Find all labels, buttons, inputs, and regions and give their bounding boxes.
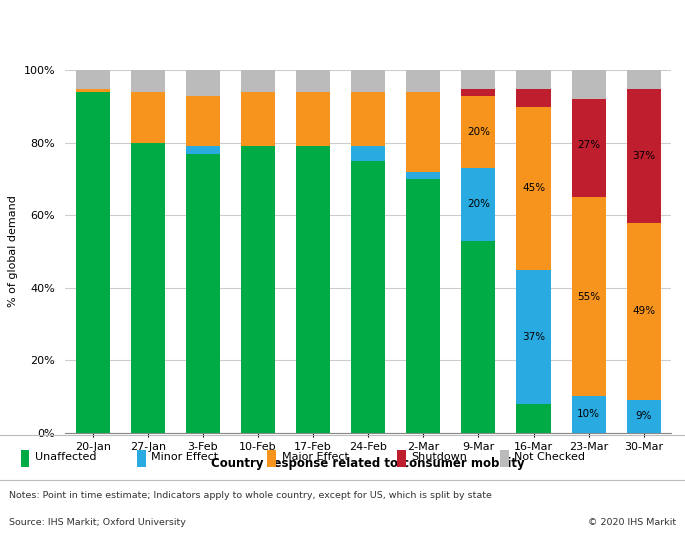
- Text: © 2020 IHS Markit: © 2020 IHS Markit: [588, 518, 676, 527]
- Text: 20%: 20%: [467, 199, 490, 209]
- Bar: [516, 88, 551, 107]
- Text: 37%: 37%: [632, 151, 656, 160]
- Text: 10%: 10%: [577, 409, 600, 420]
- Bar: [571, 396, 606, 433]
- FancyBboxPatch shape: [397, 450, 406, 467]
- Bar: [627, 88, 661, 223]
- Bar: [131, 143, 165, 433]
- Bar: [351, 92, 385, 146]
- X-axis label: Country response related to consumer mobility: Country response related to consumer mob…: [212, 457, 525, 470]
- Bar: [461, 241, 495, 433]
- Bar: [571, 197, 606, 396]
- Bar: [186, 146, 220, 154]
- Bar: [296, 146, 330, 433]
- Bar: [75, 92, 110, 433]
- Bar: [627, 400, 661, 433]
- Bar: [406, 179, 440, 433]
- Bar: [516, 70, 551, 88]
- FancyBboxPatch shape: [21, 450, 29, 467]
- Text: 37%: 37%: [522, 332, 545, 341]
- Bar: [627, 70, 661, 88]
- Bar: [516, 404, 551, 433]
- Bar: [571, 70, 606, 99]
- Text: Notes: Point in time estimate; Indicators apply to whole country, except for US,: Notes: Point in time estimate; Indicator…: [9, 491, 492, 500]
- Bar: [75, 88, 110, 92]
- Text: 9%: 9%: [636, 411, 652, 421]
- Bar: [241, 146, 275, 433]
- Text: Global gasoline demand by coronavirus containment status in % of
global demand: Global gasoline demand by coronavirus co…: [9, 18, 512, 49]
- Bar: [351, 161, 385, 433]
- Bar: [406, 70, 440, 92]
- Bar: [461, 70, 495, 88]
- Text: Unaffected: Unaffected: [35, 453, 97, 462]
- Bar: [516, 107, 551, 269]
- Text: 20%: 20%: [467, 127, 490, 137]
- Bar: [186, 96, 220, 146]
- Bar: [461, 88, 495, 96]
- Bar: [627, 223, 661, 400]
- Text: Major Effect: Major Effect: [282, 453, 349, 462]
- Bar: [186, 70, 220, 96]
- Text: Not Checked: Not Checked: [514, 453, 586, 462]
- Text: Shutdown: Shutdown: [412, 453, 468, 462]
- Text: 27%: 27%: [577, 140, 600, 150]
- Bar: [461, 96, 495, 168]
- Bar: [186, 154, 220, 433]
- Bar: [296, 92, 330, 146]
- Text: 55%: 55%: [577, 292, 600, 302]
- Text: 49%: 49%: [632, 306, 656, 316]
- Bar: [516, 269, 551, 404]
- Bar: [461, 168, 495, 241]
- Bar: [351, 70, 385, 92]
- Bar: [571, 99, 606, 197]
- Bar: [241, 92, 275, 146]
- Bar: [351, 146, 385, 161]
- Bar: [296, 70, 330, 92]
- FancyBboxPatch shape: [500, 450, 509, 467]
- Y-axis label: % of global demand: % of global demand: [8, 196, 18, 307]
- Text: Minor Effect: Minor Effect: [151, 453, 219, 462]
- Bar: [406, 172, 440, 179]
- Bar: [131, 92, 165, 143]
- Text: 45%: 45%: [522, 183, 545, 193]
- Bar: [131, 70, 165, 92]
- Text: Source: IHS Markit; Oxford University: Source: IHS Markit; Oxford University: [9, 518, 186, 527]
- FancyBboxPatch shape: [267, 450, 276, 467]
- FancyBboxPatch shape: [137, 450, 146, 467]
- Bar: [75, 70, 110, 88]
- Bar: [241, 70, 275, 92]
- Bar: [406, 92, 440, 172]
